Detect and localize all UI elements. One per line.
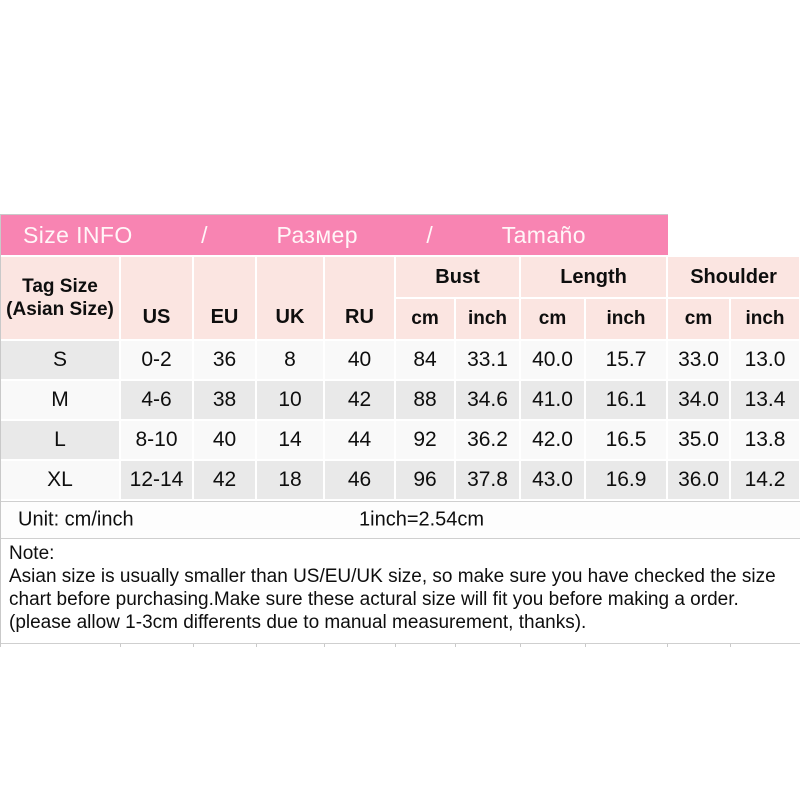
value-cell: 14 (257, 421, 325, 461)
value-cell: 46 (325, 461, 396, 501)
size-info-banner: Size INFO / Размер / Tamaño (1, 214, 668, 255)
size-label-cell: M (1, 381, 121, 421)
value-cell: 4-6 (121, 381, 194, 421)
note-cell: Note: Asian size is usually smaller than… (1, 538, 800, 644)
value-cell: 16.9 (586, 461, 669, 501)
value-cell: 42.0 (521, 421, 587, 461)
size-label-cell: XL (1, 461, 121, 501)
value-cell: 18 (257, 461, 325, 501)
table-row-l: L 8-10 40 14 44 92 36.2 42.0 16.5 35.0 1… (1, 421, 800, 461)
value-cell: 36.0 (668, 461, 732, 501)
table-row-s: S 0-2 36 8 40 84 33.1 40.0 15.7 33.0 13.… (1, 341, 800, 381)
value-cell: 16.5 (586, 421, 669, 461)
column-header-eu: EU (194, 257, 257, 341)
value-cell: 42 (325, 381, 396, 421)
note-body: Asian size is usually smaller than US/EU… (9, 566, 776, 633)
value-cell: 44 (325, 421, 396, 461)
group-header-bust: Bust (396, 257, 522, 299)
unit-cell: Unit: cm/inch 1inch=2.54cm (1, 501, 800, 538)
value-cell: 10 (257, 381, 325, 421)
table-row-xl: XL 12-14 42 18 46 96 37.8 43.0 16.9 36.0… (1, 461, 800, 501)
value-cell: 40 (194, 421, 257, 461)
value-cell: 38 (194, 381, 257, 421)
banner-title-ru: Размер (276, 221, 358, 248)
subheader-shoulder-cm: cm (668, 299, 732, 341)
value-cell: 16.1 (586, 381, 669, 421)
value-cell: 41.0 (521, 381, 587, 421)
group-header-length: Length (521, 257, 669, 299)
value-cell: 35.0 (668, 421, 732, 461)
value-cell: 13.8 (731, 421, 800, 461)
size-chart-block: Size INFO / Размер / Tamaño Tag Size (As… (0, 214, 800, 647)
value-cell: 34.0 (668, 381, 732, 421)
conversion-label: 1inch=2.54cm (359, 508, 485, 531)
cropped-next-row (1, 644, 800, 647)
note-row: Note: Asian size is usually smaller than… (1, 538, 800, 644)
subheader-bust-cm: cm (396, 299, 456, 341)
value-cell: 15.7 (586, 341, 669, 381)
value-cell: 8 (257, 341, 325, 381)
value-cell: 33.0 (668, 341, 732, 381)
value-cell: 42 (194, 461, 257, 501)
size-chart-table: Tag Size (Asian Size) US EU UK RU Bust L… (1, 257, 800, 647)
subheader-shoulder-inch: inch (731, 299, 800, 341)
value-cell: 37.8 (456, 461, 522, 501)
value-cell: 40.0 (521, 341, 587, 381)
size-label-cell: L (1, 421, 121, 461)
size-label-cell: S (1, 341, 121, 381)
value-cell: 14.2 (731, 461, 800, 501)
column-header-ru: RU (325, 257, 396, 341)
value-cell: 36.2 (456, 421, 522, 461)
banner-separator-icon: / (426, 221, 434, 248)
subheader-bust-inch: inch (456, 299, 522, 341)
table-row-m: M 4-6 38 10 42 88 34.6 41.0 16.1 34.0 13… (1, 381, 800, 421)
column-header-us: US (121, 257, 194, 341)
banner-separator-icon: / (201, 221, 208, 248)
banner-title-es: Tamaño (501, 221, 586, 248)
value-cell: 8-10 (121, 421, 194, 461)
value-cell: 13.0 (731, 341, 800, 381)
value-cell: 0-2 (121, 341, 194, 381)
value-cell: 36 (194, 341, 257, 381)
note-title: Note: (9, 543, 55, 564)
group-header-shoulder: Shoulder (668, 257, 800, 299)
value-cell: 13.4 (731, 381, 800, 421)
value-cell: 12-14 (121, 461, 194, 501)
value-cell: 33.1 (456, 341, 522, 381)
value-cell: 40 (325, 341, 396, 381)
value-cell: 92 (396, 421, 456, 461)
value-cell: 96 (396, 461, 456, 501)
value-cell: 34.6 (456, 381, 522, 421)
value-cell: 88 (396, 381, 456, 421)
unit-row: Unit: cm/inch 1inch=2.54cm (1, 501, 800, 538)
subheader-length-inch: inch (586, 299, 669, 341)
corner-header-line1: Tag Size (22, 276, 98, 297)
value-cell: 43.0 (521, 461, 587, 501)
value-cell: 84 (396, 341, 456, 381)
banner-title-en: Size INFO (23, 221, 133, 248)
column-header-uk: UK (257, 257, 325, 341)
subheader-length-cm: cm (521, 299, 587, 341)
corner-header-line2: (Asian Size) (6, 299, 114, 320)
unit-label: Unit: cm/inch (18, 508, 134, 531)
corner-header-tag-size: Tag Size (Asian Size) (1, 257, 121, 341)
